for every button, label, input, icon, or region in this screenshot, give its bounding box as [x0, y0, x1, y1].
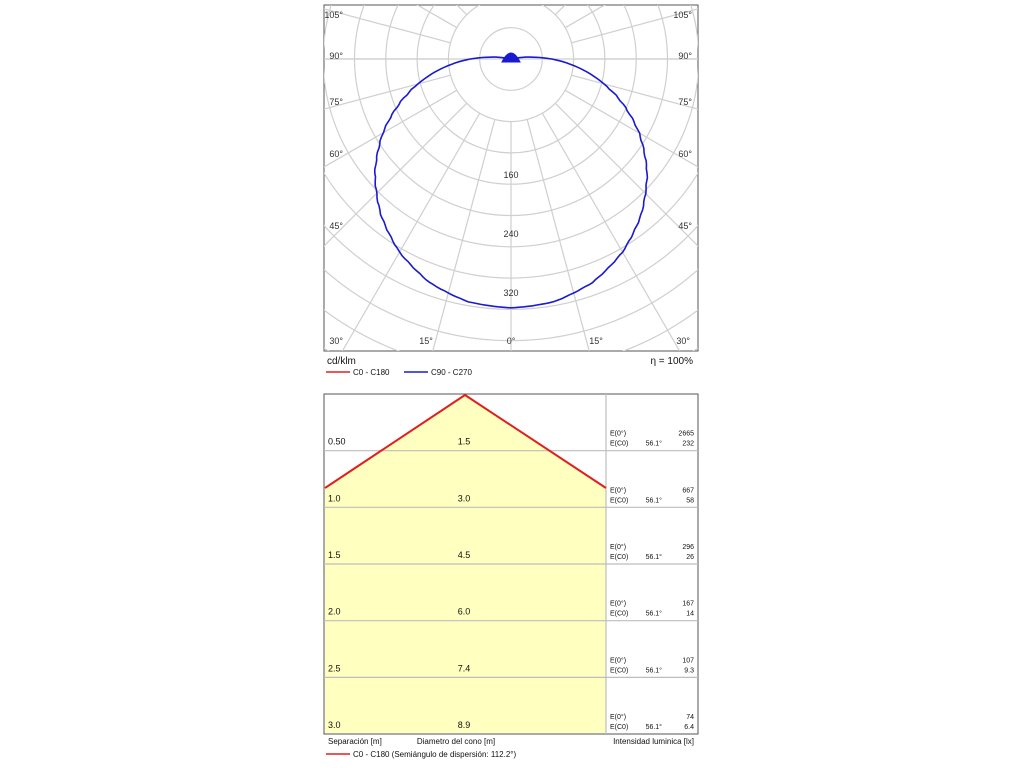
cone-diagram: 0.50 1.5 E(0°) 2665 E(C0) 56.1° 232 1.0 3.0 E(0°)… — [323, 393, 699, 759]
row-e0-value: 167 — [682, 601, 694, 608]
row-ec0-label: E(C0) — [610, 724, 628, 731]
row-separation: 0.50 — [328, 437, 346, 447]
polar-spoke — [571, 74, 698, 110]
cone-row: 1.0 3.0 E(0°) 667 E(C0) 56.1° 58 — [328, 486, 694, 504]
polar-spoke — [324, 102, 468, 247]
unit-label: cd/klm — [327, 356, 356, 367]
row-separation: 1.5 — [328, 550, 341, 560]
ring-label-240: 240 — [503, 229, 518, 239]
efficiency-label: η = 100% — [650, 356, 693, 367]
row-ec0-label: E(C0) — [610, 497, 628, 504]
polar-diagram: 105° 90° 75° 60° 45° 30° 15° 0° 15° 105°… — [323, 4, 699, 377]
row-diameter: 1.5 — [458, 437, 471, 447]
polar-spoke — [541, 112, 681, 351]
angle-label-30-left: 30° — [329, 336, 343, 346]
row-e0-value: 2665 — [678, 431, 694, 438]
angle-label-45-left: 45° — [329, 221, 343, 231]
ring-label-160: 160 — [503, 170, 518, 180]
cone-grid — [324, 394, 698, 734]
cone-row: 1.5 4.5 E(0°) 296 E(C0) 56.1° 26 — [328, 543, 694, 561]
polar-spoke — [341, 112, 481, 351]
angle-label-105-left: 105° — [324, 10, 343, 20]
row-ec0-label: E(C0) — [610, 611, 628, 618]
angle-label-60-left: 60° — [329, 149, 343, 159]
row-angle: 56.1° — [646, 723, 663, 731]
cone-row: 0.50 1.5 E(0°) 2665 E(C0) 56.1° 232 — [328, 430, 694, 448]
row-angle: 56.1° — [646, 610, 663, 618]
row-ec0-value: 9.3 — [684, 667, 694, 674]
row-separation: 1.0 — [328, 493, 341, 503]
polar-spoke — [564, 89, 698, 168]
row-e0-value: 74 — [686, 714, 694, 721]
polar-spoke — [479, 5, 480, 6]
angle-label-75-right: 75° — [678, 97, 692, 107]
polar-spoke — [554, 102, 698, 247]
legend-label-c90-c270: C90 - C270 — [431, 368, 472, 377]
angle-label-60-right: 60° — [678, 149, 692, 159]
cone-row: 2.5 7.4 E(0°) 107 E(C0) 56.1° 9.3 — [328, 656, 694, 674]
angle-label-45-right: 45° — [678, 221, 692, 231]
row-ec0-value: 58 — [686, 497, 694, 504]
row-e0-value: 667 — [682, 487, 694, 494]
row-separation: 2.0 — [328, 607, 341, 617]
angle-label-90-left: 90° — [329, 51, 343, 61]
row-diameter: 4.5 — [458, 550, 471, 560]
col-diameter-label: Diametro del cono [m] — [417, 737, 495, 746]
row-e0-value: 296 — [682, 544, 694, 551]
col-separation-label: Separación [m] — [328, 737, 382, 746]
row-e0-label: E(0°) — [610, 543, 626, 551]
angle-label-75-left: 75° — [329, 97, 343, 107]
row-ec0-label: E(C0) — [610, 554, 628, 561]
row-ec0-value: 232 — [682, 441, 694, 448]
angle-label-90-right: 90° — [678, 51, 692, 61]
row-e0-label: E(0°) — [610, 600, 626, 608]
polar-spoke — [324, 89, 458, 168]
cone-row: 3.0 8.9 E(0°) 74 E(C0) 56.1° 6.4 — [328, 713, 694, 731]
polar-labels: 105° 90° 75° 60° 45° 30° 15° 0° 15° 105°… — [324, 10, 692, 346]
angle-label-0: 0° — [507, 336, 516, 346]
row-e0-value: 107 — [682, 657, 694, 664]
row-e0-label: E(0°) — [610, 430, 626, 438]
polar-spoke — [324, 74, 451, 110]
row-diameter: 6.0 — [458, 607, 471, 617]
polar-curves — [374, 52, 649, 309]
row-ec0-label: E(C0) — [610, 441, 628, 448]
col-intensity-label: Intensidad luminica [lx] — [613, 737, 694, 746]
polar-spoke — [526, 119, 590, 351]
polar-spoke — [571, 8, 698, 44]
row-angle: 56.1° — [646, 553, 663, 561]
angle-label-15-right: 15° — [589, 336, 603, 346]
polar-spoke — [324, 8, 451, 44]
cone-outline — [324, 393, 607, 489]
row-ec0-value: 14 — [686, 611, 694, 618]
row-e0-label: E(0°) — [610, 656, 626, 664]
polar-series-c90-c270 — [374, 56, 649, 309]
polar-spoke — [542, 5, 543, 6]
row-separation: 2.5 — [328, 663, 341, 673]
polar-grid — [324, 5, 698, 351]
cone-legend-label: C0 - C180 (Semiángulo de dispersión: 112… — [353, 750, 516, 759]
row-e0-label: E(0°) — [610, 486, 626, 494]
row-diameter: 8.9 — [458, 720, 471, 730]
angle-label-30-right: 30° — [676, 336, 690, 346]
row-angle: 56.1° — [646, 666, 663, 674]
row-separation: 3.0 — [328, 720, 341, 730]
polar-series-tip — [501, 52, 521, 63]
legend-label-c0-c180: C0 - C180 — [353, 368, 390, 377]
ring-label-320: 320 — [503, 288, 518, 298]
row-diameter: 7.4 — [458, 663, 471, 673]
cone-rows: 0.50 1.5 E(0°) 2665 E(C0) 56.1° 232 1.0 3.0 E(0°)… — [328, 430, 694, 731]
row-angle: 56.1° — [646, 440, 663, 448]
angle-label-105-right: 105° — [673, 10, 692, 20]
row-ec0-value: 26 — [686, 554, 694, 561]
angle-label-15-left: 15° — [419, 336, 433, 346]
row-ec0-value: 6.4 — [684, 724, 694, 731]
polar-spoke — [432, 119, 496, 351]
cone-row: 2.0 6.0 E(0°) 167 E(C0) 56.1° 14 — [328, 600, 694, 618]
row-diameter: 3.0 — [458, 493, 471, 503]
row-angle: 56.1° — [646, 496, 663, 504]
row-ec0-label: E(C0) — [610, 667, 628, 674]
row-e0-label: E(0°) — [610, 713, 626, 721]
